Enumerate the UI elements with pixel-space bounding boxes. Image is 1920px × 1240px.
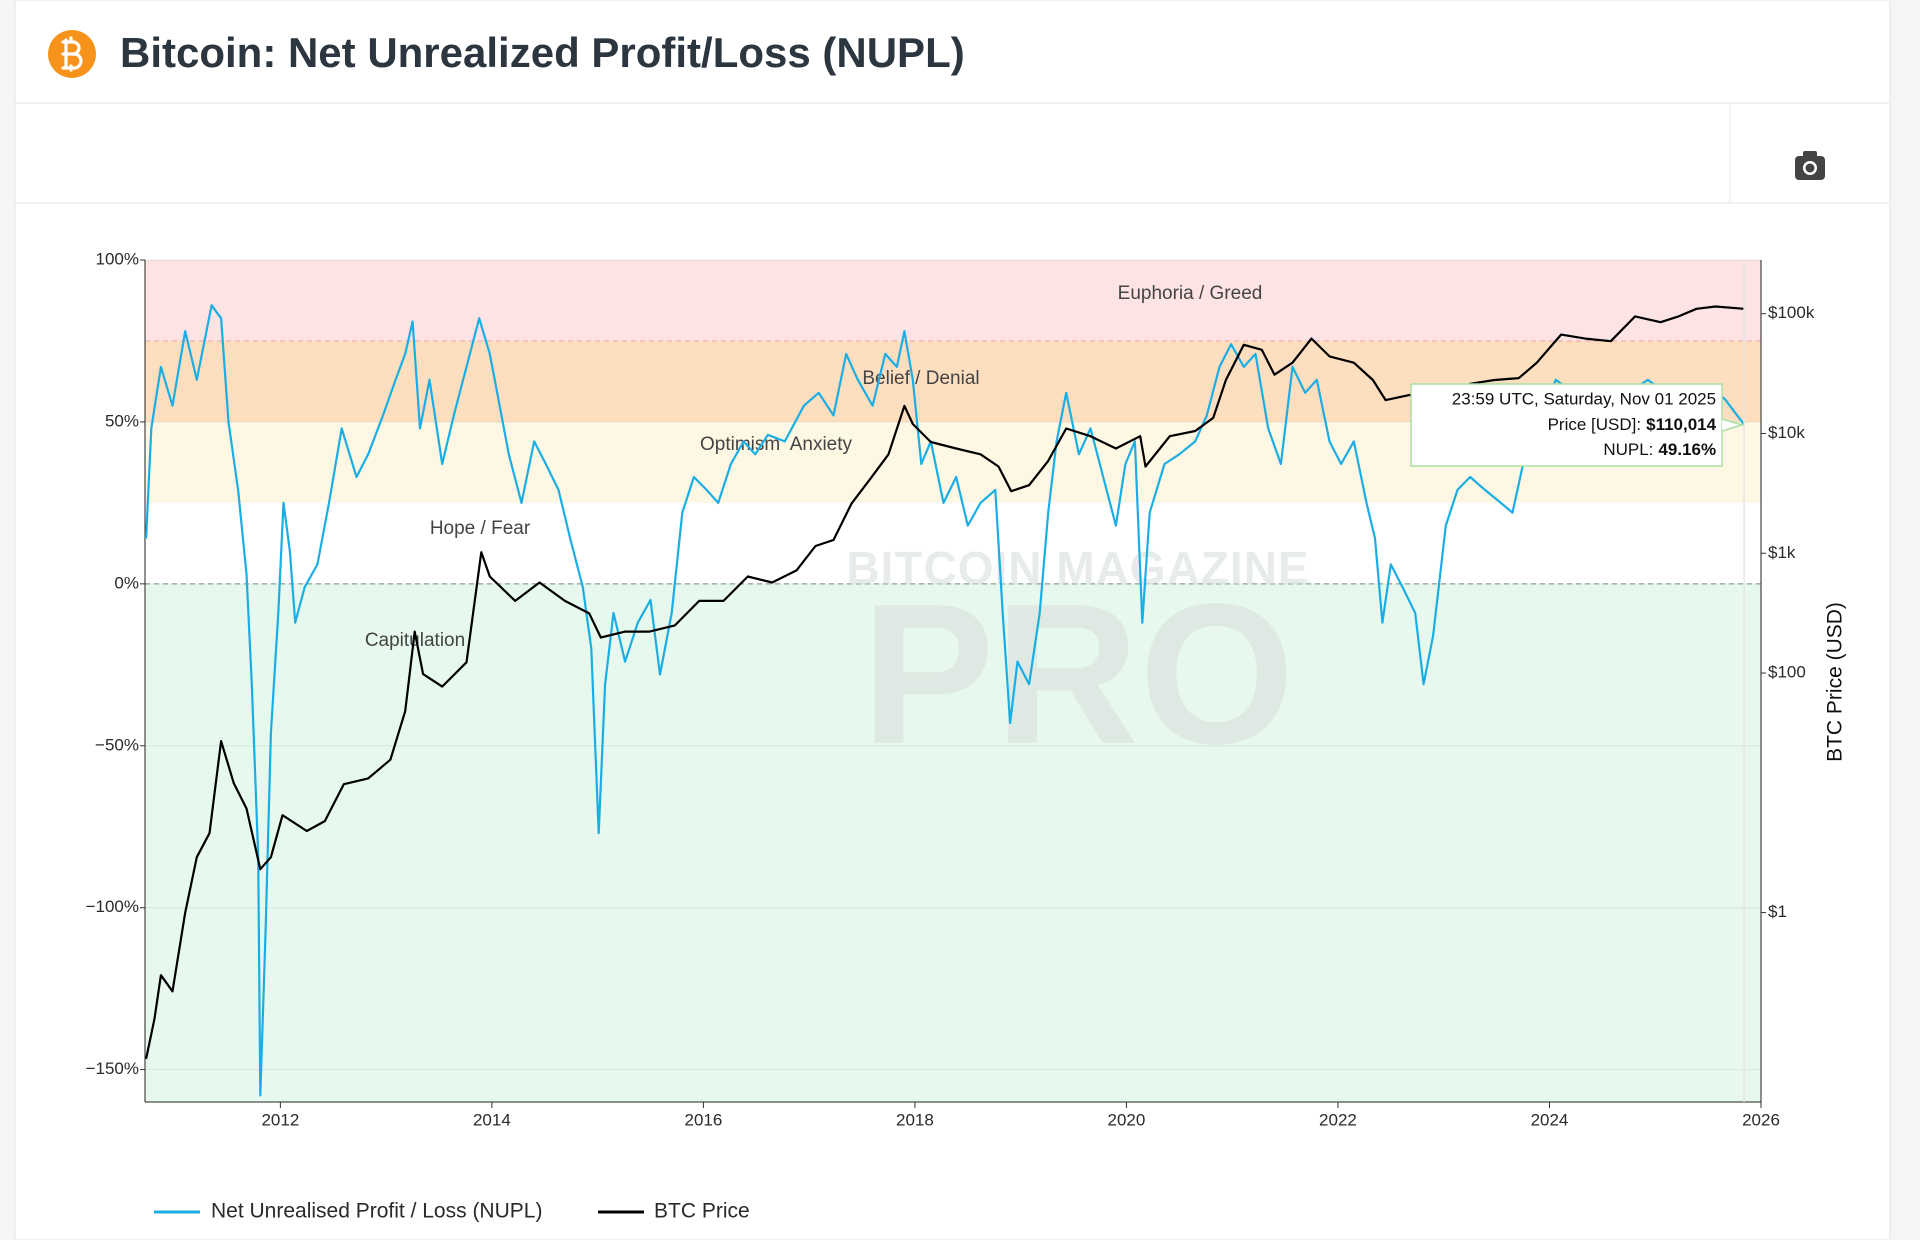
y-tick-label: 0%	[114, 573, 139, 592]
tooltip-box	[1410, 383, 1723, 467]
y-tick-label: 50%	[105, 411, 139, 430]
legend-label: BTC Price	[654, 1200, 750, 1223]
tooltip-row: NUPL: 49.16%	[1603, 440, 1716, 459]
tooltip-name: NUPL:	[1603, 440, 1653, 459]
tooltip-name: Price [USD]:	[1548, 415, 1642, 434]
y2-tick-label: $10k	[1768, 423, 1805, 442]
x-tick-label: 2018	[896, 1110, 934, 1129]
y2-tick-label: $1k	[1768, 543, 1796, 562]
x-tick-label: 2016	[684, 1110, 722, 1129]
zone-label: Hope / Fear	[430, 518, 531, 539]
page-title: Bitcoin: Net Unrealized Profit/Loss (NUP…	[120, 29, 965, 76]
x-tick-label: 2012	[261, 1110, 299, 1129]
legend-label: Net Unrealised Profit / Loss (NUPL)	[211, 1200, 542, 1223]
tooltip-row: Price [USD]: $110,014	[1548, 415, 1717, 434]
zone-label: Capitulation	[365, 630, 465, 651]
zone-band	[145, 502, 1761, 584]
y-tick-label: −100%	[86, 897, 139, 916]
x-tick-label: 2026	[1742, 1110, 1780, 1129]
zone-label: Euphoria / Greed	[1118, 283, 1263, 304]
watermark-text: PRO	[861, 563, 1294, 786]
plot-area: 100%50%0%−50%−100%−150%BITCOIN MAGAZINEP…	[86, 249, 1847, 1129]
y2-axis-title: BTC Price (USD)	[1824, 602, 1847, 762]
x-tick-label: 2024	[1531, 1110, 1569, 1129]
zone-label: Belief / Denial	[862, 368, 979, 389]
y2-tick-label: $1	[1768, 902, 1787, 921]
x-tick-label: 2022	[1319, 1110, 1357, 1129]
tooltip-pointer	[1721, 418, 1745, 432]
watermark-text: BITCOIN MAGAZINE	[846, 542, 1309, 594]
y2-tick-label: $100k	[1768, 303, 1815, 322]
tooltip-value: $110,014	[1646, 415, 1717, 434]
x-tick-label: 2020	[1108, 1110, 1146, 1129]
tooltip-value: 49.16%	[1658, 440, 1716, 459]
y-tick-label: −150%	[86, 1059, 139, 1078]
series-line	[145, 304, 1745, 1097]
tooltip-date: 23:59 UTC, Saturday, Nov 01 2025	[1452, 389, 1716, 408]
y-tick-label: −50%	[95, 735, 139, 754]
y-tick-label: 100%	[96, 249, 139, 268]
y2-tick-label: $100	[1768, 663, 1806, 682]
x-tick-label: 2014	[473, 1110, 511, 1129]
bitcoin-icon	[48, 30, 96, 78]
camera-button[interactable]	[1795, 151, 1825, 180]
zone-band	[145, 260, 1761, 341]
zone-band	[145, 583, 1761, 1102]
